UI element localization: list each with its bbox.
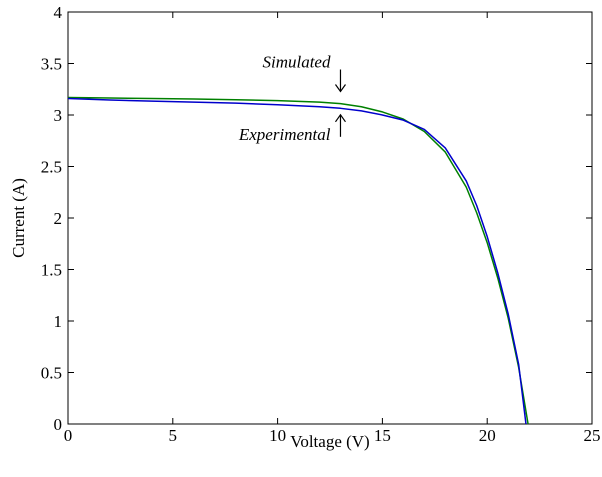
annotation-arrowhead [334,113,346,123]
annotation-layer: Simulated Experimental [238,52,346,144]
x-tick-label: 20 [479,426,496,445]
plot-frame [67,11,593,425]
y-tick-label: 4 [54,3,63,22]
x-tick-label: 15 [374,426,391,445]
x-tick-label: 5 [169,426,178,445]
y-tick-label: 0 [54,415,63,434]
y-tick-label: 1 [54,312,63,331]
y-tick-label: 2 [54,209,63,228]
annotation-label-simulated: Simulated [262,52,330,71]
x-tick-label: 25 [584,426,601,445]
y-tick-label: 3.5 [41,55,62,74]
x-tick-label: 0 [64,426,73,445]
y-tick-label: 0.5 [41,364,62,383]
series-layer [67,96,529,425]
x-tick-label: 10 [269,426,286,445]
x-axis-title: Voltage (V) [290,432,369,451]
axes-layer: 0 5 10 15 20 25 0 0.5 1 1.5 2 2.5 3 3.5 4 [41,3,601,445]
annotation-label-experimental: Experimental [238,125,331,144]
y-axis-title: Current (A) [9,178,28,258]
annotation-arrowhead [334,84,346,93]
series-line-simulated [67,96,529,425]
y-tick-label: 3 [54,106,63,125]
series-line-experimental [67,97,527,425]
y-tick-label: 2.5 [41,158,62,177]
y-tick-label: 1.5 [41,261,62,280]
